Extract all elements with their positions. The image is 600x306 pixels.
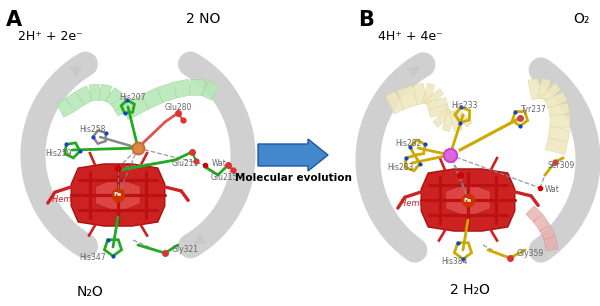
Text: Wat: Wat (212, 159, 227, 169)
Polygon shape (173, 79, 191, 98)
Text: Heme a₃: Heme a₃ (400, 200, 436, 208)
Text: 4H⁺ + 4e⁻: 4H⁺ + 4e⁻ (378, 30, 443, 43)
Polygon shape (449, 110, 463, 132)
Polygon shape (427, 97, 448, 110)
Polygon shape (548, 103, 570, 117)
Polygon shape (111, 96, 129, 111)
Polygon shape (65, 91, 85, 112)
Text: 2H⁺ + 2e⁻: 2H⁺ + 2e⁻ (18, 30, 83, 43)
Polygon shape (98, 84, 112, 102)
Text: N₂O: N₂O (77, 285, 103, 299)
Polygon shape (428, 105, 450, 118)
Polygon shape (413, 83, 427, 105)
Text: Tyr237: Tyr237 (521, 106, 547, 114)
Polygon shape (142, 88, 163, 109)
Polygon shape (541, 83, 561, 103)
Polygon shape (545, 92, 567, 109)
Polygon shape (421, 169, 515, 231)
Polygon shape (202, 81, 218, 100)
Polygon shape (550, 115, 570, 128)
Text: Heme b₃: Heme b₃ (52, 195, 88, 203)
Text: His282: His282 (395, 139, 421, 147)
Text: A: A (6, 10, 22, 30)
Text: His258: His258 (79, 125, 105, 135)
Polygon shape (528, 78, 542, 100)
Polygon shape (533, 215, 550, 231)
Text: Glu215: Glu215 (211, 174, 238, 182)
Text: Glu280: Glu280 (164, 103, 191, 113)
Polygon shape (71, 164, 165, 226)
Text: 2 H₂O: 2 H₂O (450, 283, 490, 297)
Polygon shape (442, 110, 455, 132)
Text: His347: His347 (80, 252, 106, 262)
Text: His283: His283 (387, 163, 413, 173)
Text: Wat: Wat (545, 185, 560, 195)
Polygon shape (105, 88, 123, 106)
Polygon shape (122, 103, 133, 119)
Text: His259: His259 (45, 148, 71, 158)
Text: Gly321: Gly321 (172, 245, 199, 255)
Polygon shape (157, 82, 178, 103)
Polygon shape (526, 206, 542, 222)
Polygon shape (433, 108, 452, 127)
Polygon shape (56, 98, 74, 117)
Text: Gly359: Gly359 (517, 248, 544, 258)
Text: Ser309: Ser309 (548, 161, 575, 170)
Text: B: B (358, 10, 374, 30)
Text: His233: His233 (452, 102, 478, 110)
Polygon shape (545, 138, 568, 155)
Polygon shape (76, 86, 94, 105)
Polygon shape (126, 95, 149, 117)
Polygon shape (397, 85, 418, 110)
Polygon shape (424, 89, 444, 106)
Polygon shape (548, 126, 570, 142)
FancyArrow shape (258, 139, 328, 171)
Text: His384: His384 (442, 258, 468, 267)
Polygon shape (95, 177, 140, 213)
Polygon shape (453, 108, 472, 127)
Polygon shape (115, 103, 132, 116)
Polygon shape (538, 78, 550, 100)
Polygon shape (544, 237, 558, 251)
Text: Molecular evolution: Molecular evolution (235, 173, 352, 183)
Text: Fe: Fe (464, 197, 472, 203)
Text: His207: His207 (119, 92, 145, 102)
Polygon shape (190, 79, 206, 96)
Text: Glu211: Glu211 (172, 159, 199, 167)
Text: O₂: O₂ (574, 12, 590, 26)
Polygon shape (89, 84, 101, 101)
Polygon shape (422, 83, 435, 105)
Text: Fe: Fe (114, 192, 122, 197)
Text: 2 NO: 2 NO (185, 12, 220, 26)
Polygon shape (446, 182, 490, 218)
Polygon shape (386, 91, 404, 114)
Polygon shape (539, 225, 556, 241)
